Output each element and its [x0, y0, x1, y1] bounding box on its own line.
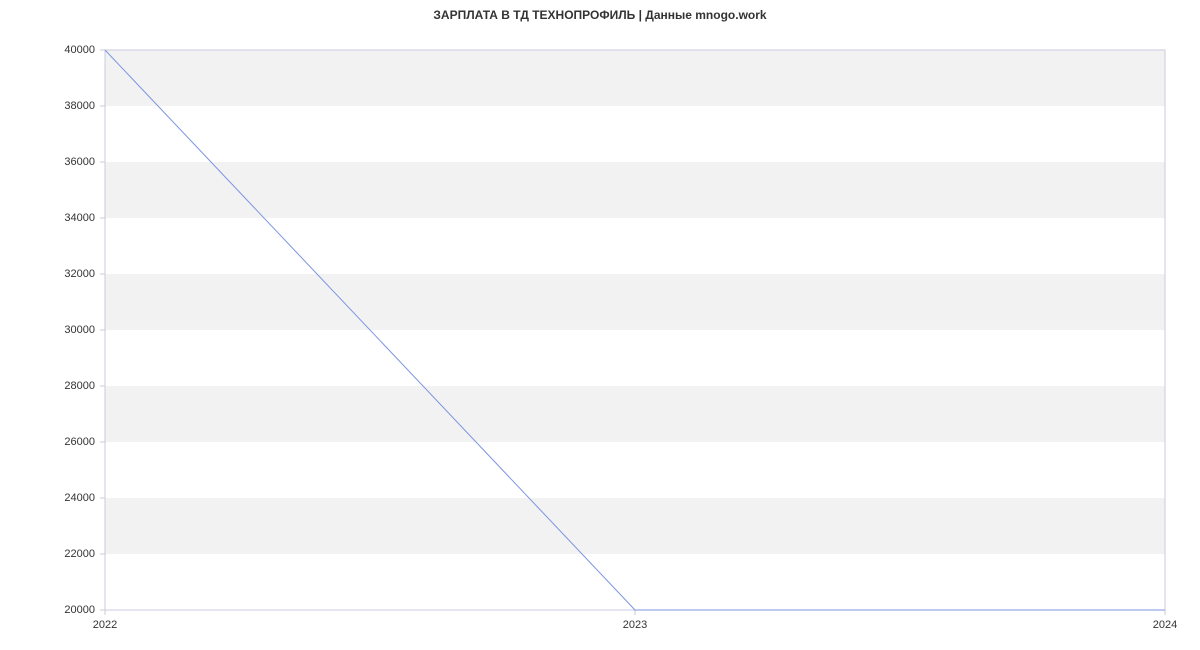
- x-tick-label: 2023: [623, 619, 647, 631]
- y-tick-label: 24000: [64, 492, 95, 504]
- y-tick-label: 34000: [64, 212, 95, 224]
- y-tick-label: 30000: [64, 324, 95, 336]
- y-tick-label: 36000: [64, 156, 95, 168]
- y-tick-label: 32000: [64, 268, 95, 280]
- salary-chart: ЗАРПЛАТА В ТД ТЕХНОПРОФИЛЬ | Данные mnog…: [0, 0, 1200, 650]
- y-tick-label: 22000: [64, 548, 95, 560]
- y-tick-label: 38000: [64, 100, 95, 112]
- chart-svg: 20000 22000 24000 26000 28000 30000 32000 34000…: [0, 0, 1200, 650]
- y-tick-label: 40000: [64, 44, 95, 56]
- y-tick-label: 26000: [64, 436, 95, 448]
- x-tick-label: 2022: [93, 619, 117, 631]
- y-tick-label: 20000: [64, 604, 95, 616]
- y-tick-label: 28000: [64, 380, 95, 392]
- chart-title: ЗАРПЛАТА В ТД ТЕХНОПРОФИЛЬ | Данные mnog…: [0, 8, 1200, 22]
- x-tick-label: 2024: [1153, 619, 1177, 631]
